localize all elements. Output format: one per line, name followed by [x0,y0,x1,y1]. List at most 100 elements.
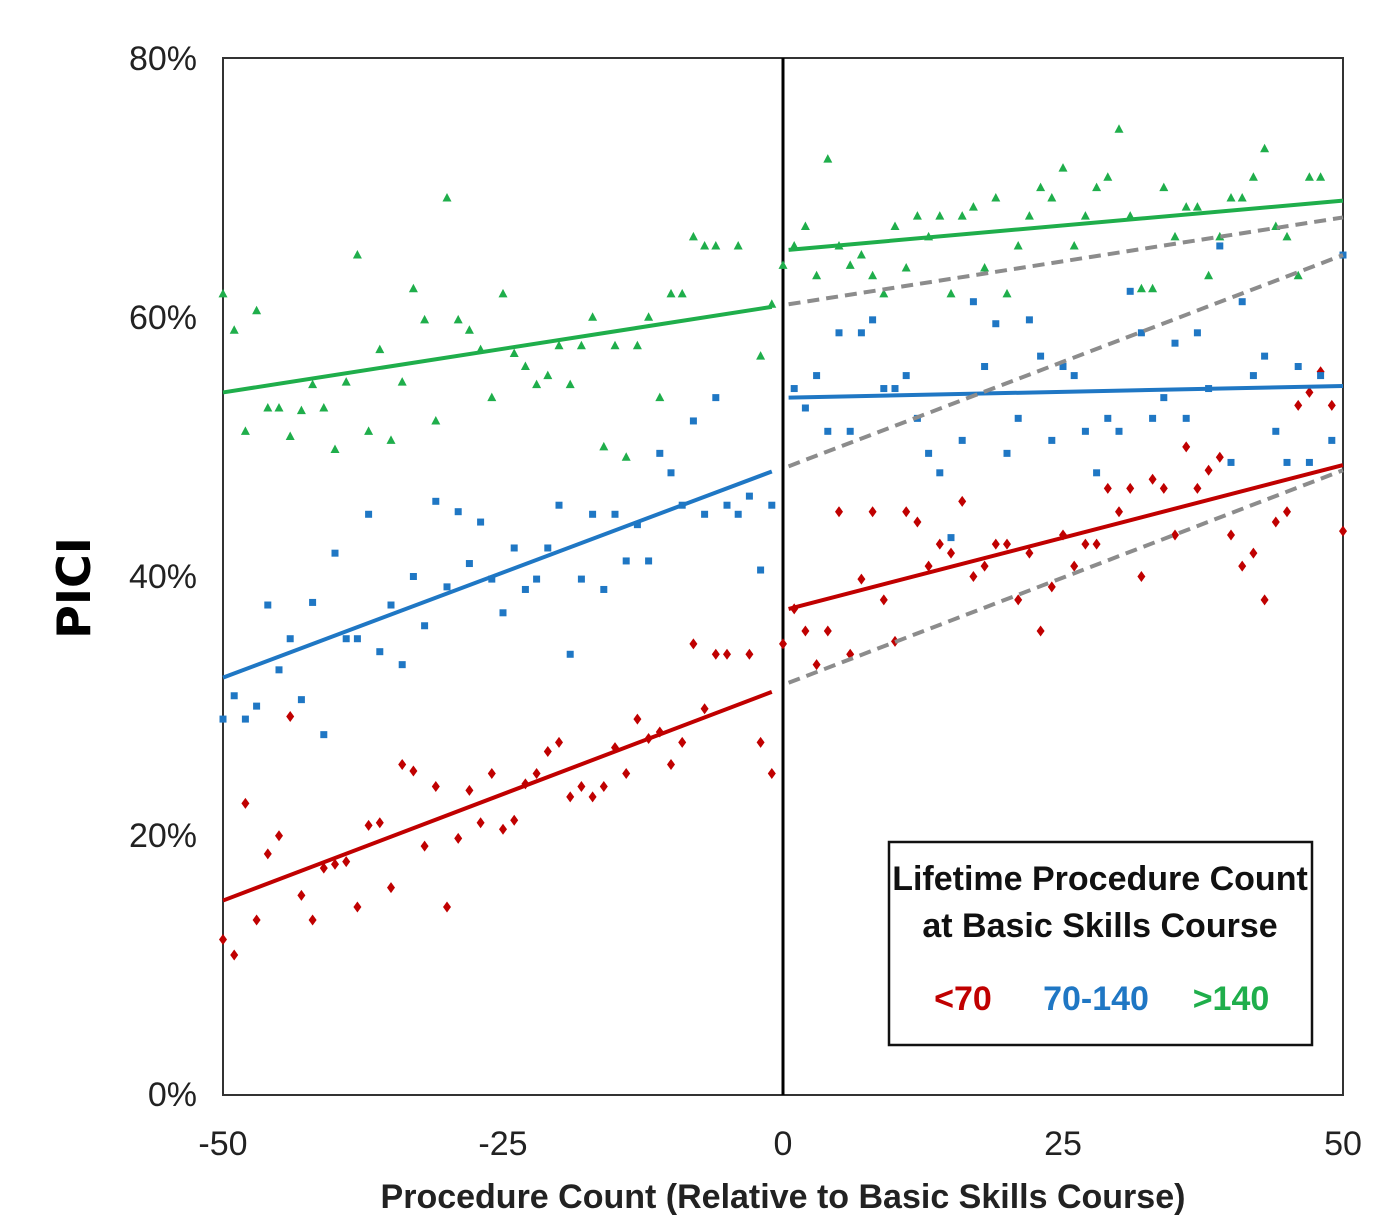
trend-lines [222,198,1344,903]
data-point-70-140 [510,544,518,552]
data-point-gt140 [330,444,340,453]
data-point-lt70 [1092,538,1101,550]
data-point-lt70 [823,625,832,637]
data-point-gt140 [1103,172,1113,181]
data-point-lt70 [801,625,810,637]
x-tick-label: 50 [1324,1125,1362,1163]
data-point-lt70 [667,758,675,770]
data-point-gt140 [621,452,631,461]
data-point-gt140 [756,351,766,360]
data-point-gt140 [464,325,474,334]
data-point-70-140 [734,510,742,518]
data-point-gt140 [599,441,609,451]
data-point-lt70 [499,823,507,835]
data-point-gt140 [980,262,990,272]
data-point-lt70 [1159,482,1168,494]
data-point-lt70 [622,768,631,780]
data-point-lt70 [1047,581,1056,593]
data-point-gt140 [1282,231,1292,241]
data-point-gt140 [1248,172,1258,181]
data-point-lt70 [431,780,440,792]
data-point-lt70 [1271,516,1280,528]
data-point-lt70 [219,933,227,945]
data-point-gt140 [520,361,530,371]
data-point-70-140 [544,544,552,552]
data-point-lt70 [1171,529,1179,541]
legend-item-gt140: >140 [1193,980,1270,1018]
data-point-gt140 [386,435,396,444]
data-point-lt70 [465,784,474,796]
trend-line-gt140 [788,198,1344,252]
data-point-lt70 [487,768,496,780]
data-point-70-140 [622,557,630,565]
data-point-lt70 [566,791,575,803]
data-point-70-140 [633,521,641,529]
y-axis-title: PICI [47,537,101,639]
x-tick-label: -50 [198,1125,247,1163]
data-point-gt140 [285,431,295,441]
data-point-lt70 [779,638,787,650]
data-point-lt70 [633,713,642,725]
data-point-70-140 [309,598,317,606]
data-point-lt70 [902,506,911,518]
trend-line-lt70 [222,689,773,903]
legend-item-lt70: <70 [934,980,992,1018]
data-point-70-140 [589,510,597,518]
legend-box [887,840,1314,1047]
data-point-70-140 [275,666,283,674]
x-tick-label: 25 [1044,1125,1082,1163]
data-point-70-140 [443,583,451,591]
data-point-gt140 [711,240,721,250]
data-point-gt140 [364,426,374,435]
data-point-70-140 [477,518,485,526]
data-point-lt70 [1126,482,1135,494]
legend-title-line1: Lifetime Procedure Count [892,860,1308,898]
data-point-gt140 [812,270,822,280]
data-point-70-140 [465,560,473,568]
data-point-70-140 [712,394,720,402]
data-point-gt140 [1148,283,1158,293]
data-point-lt70 [980,560,989,572]
data-point-gt140 [420,314,430,324]
data-point-lt70 [1339,525,1347,537]
data-point-lt70 [510,814,519,826]
data-point-70-140 [286,635,294,643]
data-point-lt70 [331,858,339,870]
data-point-lt70 [1036,625,1045,637]
data-point-70-140 [1305,458,1313,466]
x-axis-title: Procedure Count (Relative to Basic Skill… [381,1178,1186,1215]
data-point-70-140 [1272,427,1280,435]
data-point-gt140 [509,348,519,358]
data-point-70-140 [745,492,753,500]
data-point-lt70 [577,780,586,792]
data-point-lt70 [991,538,1000,550]
data-point-70-140 [1249,372,1257,380]
data-point-gt140 [408,283,418,293]
data-point-70-140 [857,329,865,337]
data-point-70-140 [365,510,373,518]
legend-item-70-140: 70-140 [1043,980,1149,1018]
data-point-gt140 [498,288,508,298]
data-point-lt70 [454,832,463,844]
data-point-70-140 [230,692,238,700]
data-point-lt70 [364,819,373,831]
data-point-gt140 [1136,283,1146,293]
data-point-gt140 [1069,240,1079,250]
data-point-lt70 [286,710,295,722]
data-point-lt70 [398,758,407,770]
data-point-gt140 [487,392,497,402]
data-point-gt140 [610,340,620,350]
data-point-gt140 [341,377,351,386]
data-point-70-140 [1115,427,1123,435]
data-point-gt140 [968,202,978,211]
data-point-70-140 [801,404,809,412]
data-point-70-140 [253,702,261,710]
y-tick-label: 20% [129,817,197,855]
legend: Lifetime Procedure Count at Basic Skills… [887,840,1314,1047]
data-point-70-140 [1070,372,1078,380]
data-point-70-140 [320,731,328,739]
data-point-gt140 [688,231,698,241]
data-point-gt140 [1024,211,1034,220]
data-point-gt140 [532,379,542,389]
